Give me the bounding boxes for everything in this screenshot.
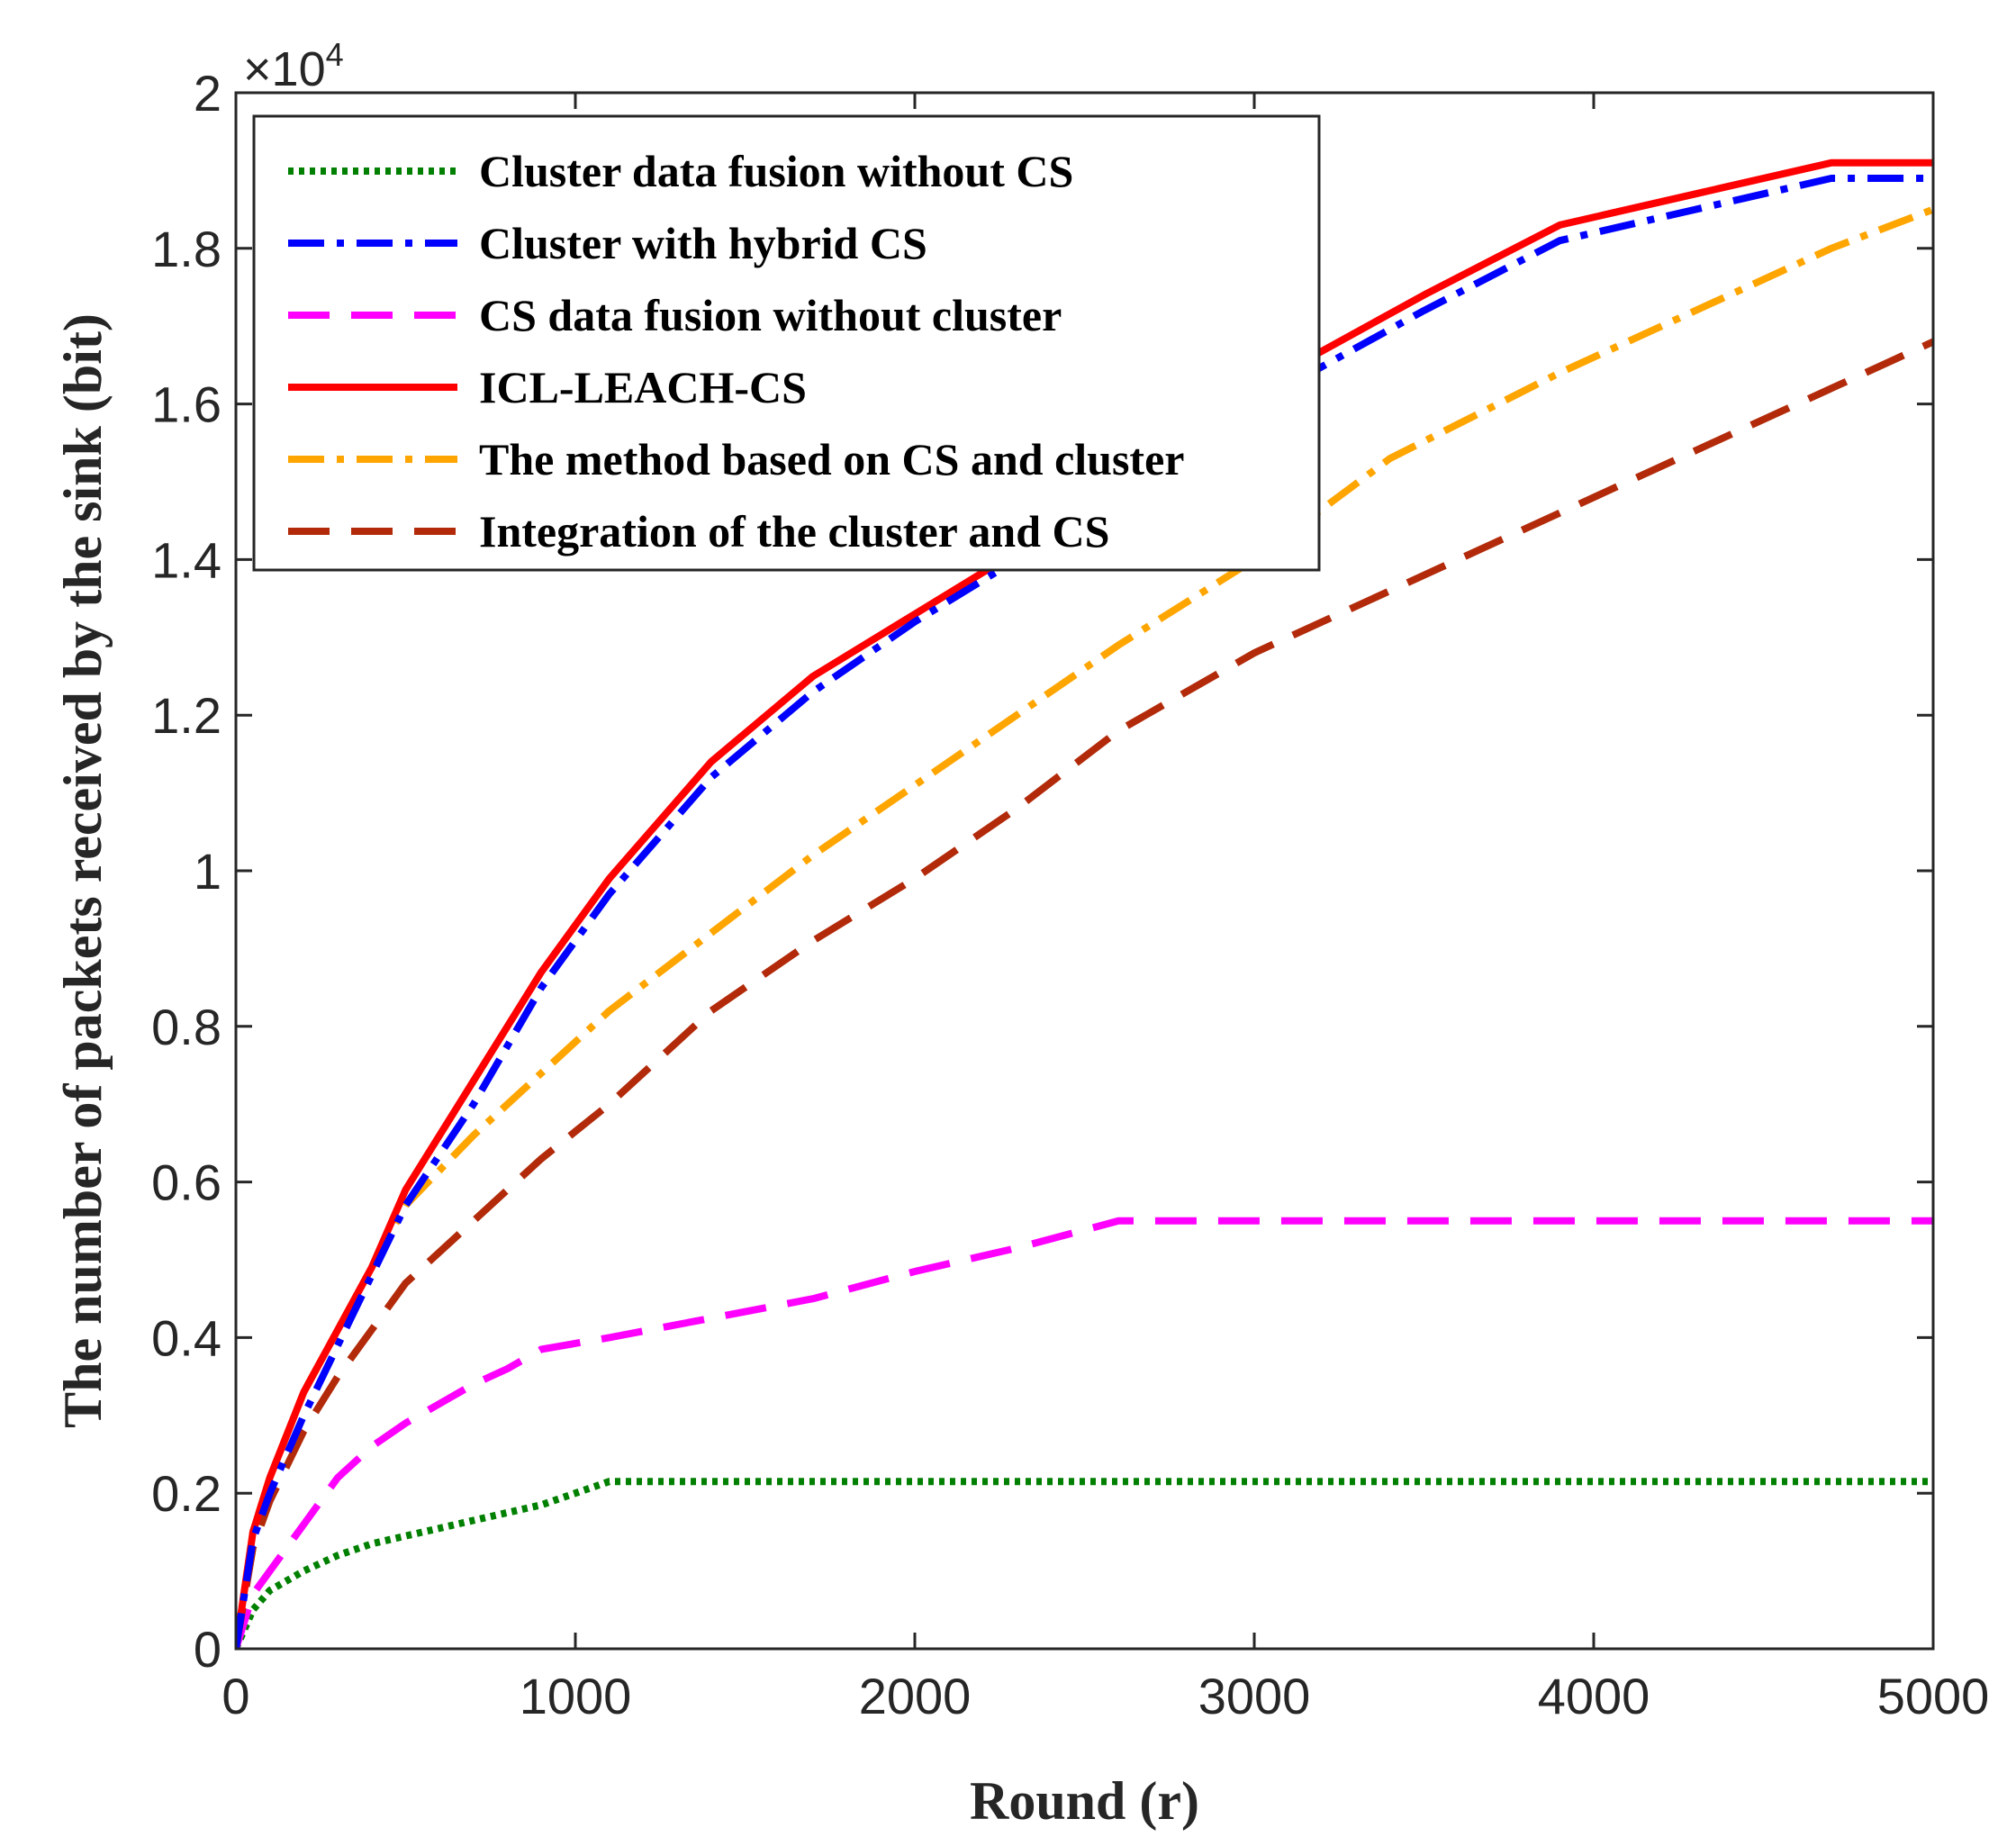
y-tick-label: 0.4 bbox=[151, 1309, 221, 1366]
x-tick-label: 5000 bbox=[1877, 1668, 1990, 1724]
y-tick-label: 1.8 bbox=[151, 221, 221, 277]
legend-box bbox=[252, 114, 1321, 572]
y-tick-label: 0.2 bbox=[151, 1465, 221, 1522]
x-tick-label: 0 bbox=[221, 1668, 249, 1724]
y-tick-label: 1.2 bbox=[151, 687, 221, 744]
x-tick-label: 4000 bbox=[1538, 1668, 1650, 1724]
x-tick-labels: 0 1000 2000 3000 4000 5000 bbox=[221, 1668, 1989, 1724]
x-tick-label: 2000 bbox=[859, 1668, 972, 1724]
legend-label-4: ICL-LEACH-CS bbox=[479, 362, 807, 412]
x-axis-title: Round (r) bbox=[970, 1771, 1199, 1831]
legend-label-1: Cluster data fusion without CS bbox=[479, 146, 1073, 196]
legend-entries: Cluster data fusion without CS Cluster wi… bbox=[288, 146, 1184, 557]
y-tick-label: 0 bbox=[194, 1621, 221, 1678]
y-tick-labels: 0 0.2 0.4 0.6 0.8 1 1.2 1.4 1.6 1.8 2 bbox=[151, 65, 221, 1678]
y-axis-title: The number of packets received by the si… bbox=[53, 313, 113, 1428]
y-tick-label: 1.6 bbox=[151, 376, 221, 433]
legend-label-6: Integration of the cluster and CS bbox=[479, 506, 1109, 557]
plot-frame bbox=[234, 91, 1935, 1651]
y-tick-label: 0.6 bbox=[151, 1154, 221, 1211]
y-tick-label: 1.4 bbox=[151, 531, 221, 588]
series-line-4 bbox=[236, 158, 1933, 1649]
legend-label-5: The method based on CS and cluster bbox=[479, 434, 1184, 484]
series-layer bbox=[236, 158, 1933, 1649]
y-tick-label: 1 bbox=[194, 843, 221, 900]
legend-label-3: CS data fusion without cluster bbox=[479, 290, 1062, 340]
x-tick-label: 3000 bbox=[1198, 1668, 1311, 1724]
x-tick-label: 1000 bbox=[520, 1668, 632, 1724]
y-tick-label: 2 bbox=[194, 65, 221, 122]
legend: Cluster data fusion without CS Cluster wi… bbox=[252, 114, 1321, 572]
series-line-1 bbox=[236, 1478, 1933, 1649]
y-tick-label: 0.8 bbox=[151, 999, 221, 1055]
legend-label-2: Cluster with hybrid CS bbox=[479, 218, 927, 268]
y-exponent-label: ×104 bbox=[243, 36, 344, 96]
series-line-3 bbox=[236, 1217, 1933, 1649]
